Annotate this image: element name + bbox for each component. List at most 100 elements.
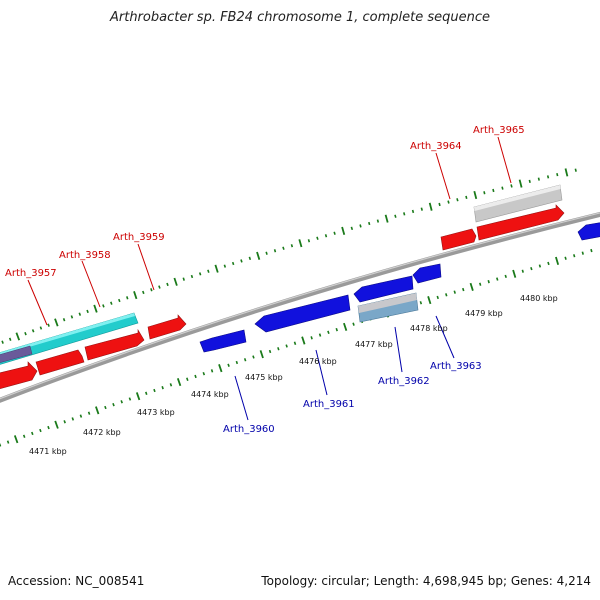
minor-tick — [248, 256, 252, 261]
gene-arrow-arth-3964[interactable] — [440, 228, 477, 251]
minor-tick — [510, 184, 513, 188]
minor-tick — [243, 358, 247, 362]
minor-tick — [265, 251, 268, 255]
minor-tick — [318, 333, 322, 337]
gene-arrow-arth-3958-b[interactable] — [84, 328, 145, 361]
minor-tick — [63, 420, 66, 424]
minor-tick — [564, 256, 567, 260]
gene-arrow-arth-3961[interactable] — [254, 294, 351, 333]
minor-tick — [456, 198, 459, 202]
gene-arrow-next[interactable] — [577, 222, 600, 241]
minor-tick — [327, 330, 330, 335]
gene-label-arth-3963[interactable]: Arth_3963 — [430, 361, 482, 372]
minor-tick — [462, 287, 465, 292]
minor-tick — [368, 221, 371, 226]
gene-arrow-arth-3957[interactable] — [0, 361, 38, 390]
minor-tick — [293, 341, 297, 345]
minor-tick — [528, 179, 531, 183]
minor-tick — [282, 246, 285, 250]
minor-tick — [537, 177, 540, 181]
gene-label-arth-3959[interactable]: Arth_3959 — [113, 232, 165, 243]
minor-tick — [182, 277, 185, 281]
gene-label-arth-3965[interactable]: Arth_3965 — [473, 125, 525, 136]
gene-arrow-arth-3960[interactable] — [199, 329, 247, 353]
minor-tick — [487, 279, 490, 284]
minor-tick — [316, 236, 319, 240]
tick-label: 4475 kbp — [245, 373, 283, 382]
major-tick — [256, 251, 261, 260]
minor-tick — [240, 259, 243, 263]
minor-tick — [285, 344, 288, 348]
major-tick — [564, 168, 569, 177]
gene-arrow-arth-3962[interactable] — [353, 275, 414, 303]
minor-tick — [359, 224, 362, 228]
minor-tick — [420, 207, 423, 211]
leader-arth-3957 — [27, 279, 48, 326]
grey-feature-highlight — [474, 185, 561, 211]
major-tick — [54, 318, 59, 327]
gene-arrow-arth-3958-a[interactable] — [35, 349, 85, 376]
major-tick — [176, 378, 182, 387]
leader-arth-3963 — [435, 315, 455, 359]
minor-tick — [445, 293, 448, 297]
minor-tick — [8, 337, 12, 341]
tick-label: 4477 kbp — [355, 340, 393, 349]
minor-tick — [102, 304, 105, 308]
major-tick — [135, 392, 141, 401]
minor-tick — [556, 173, 559, 177]
gene-label-arth-3958[interactable]: Arth_3958 — [59, 250, 111, 261]
accession-text: Accession: NC_008541 — [8, 574, 145, 588]
minor-tick — [79, 414, 83, 418]
minor-tick — [483, 191, 486, 195]
minor-tick — [62, 318, 66, 322]
reverse-strand-genes — [199, 222, 600, 353]
gene-label-arth-3957[interactable]: Arth_3957 — [5, 268, 57, 279]
gene-arrow-arth-3963[interactable] — [412, 263, 442, 284]
minor-tick — [31, 329, 35, 333]
minor-tick — [227, 363, 230, 367]
minor-tick — [501, 186, 504, 190]
minor-tick — [1, 340, 4, 344]
minor-tick — [436, 295, 439, 300]
minor-tick — [0, 443, 2, 447]
major-tick — [298, 239, 303, 248]
gene-arrow-arth-3965[interactable] — [476, 204, 565, 241]
major-tick — [512, 269, 517, 278]
gene-labels: Arth_3957 Arth_3958 Arth_3959 Arth_3964 … — [5, 125, 525, 435]
minor-tick — [142, 290, 145, 295]
minor-tick — [161, 386, 164, 390]
minor-tick — [277, 347, 280, 351]
minor-tick — [307, 239, 311, 243]
major-tick — [555, 256, 560, 265]
minor-tick — [31, 431, 34, 436]
minor-tick — [166, 282, 169, 287]
outer-tick-track — [1, 168, 577, 344]
minor-tick — [231, 261, 235, 266]
gene-label-arth-3960[interactable]: Arth_3960 — [223, 424, 275, 435]
grey-feature — [473, 184, 563, 223]
tick-label: 4474 kbp — [191, 390, 229, 399]
minor-tick — [39, 428, 42, 433]
minor-tick — [581, 251, 584, 255]
minor-tick — [547, 261, 550, 266]
gene-label-arth-3961[interactable]: Arth_3961 — [303, 399, 355, 410]
minor-tick — [47, 323, 50, 327]
gene-label-arth-3962[interactable]: Arth_3962 — [378, 376, 430, 387]
minor-tick — [145, 391, 148, 395]
leader-arth-3961 — [315, 349, 328, 396]
gene-label-arth-3964[interactable]: Arth_3964 — [410, 141, 462, 152]
tick-label: 4472 kbp — [83, 428, 121, 437]
cyan-feature-highlight — [0, 313, 135, 356]
minor-tick — [210, 369, 214, 373]
minor-tick — [538, 264, 542, 268]
minor-tick — [118, 298, 121, 303]
minor-tick — [590, 248, 593, 253]
minor-tick — [438, 202, 441, 207]
leader-arth-3960 — [234, 375, 249, 421]
major-tick — [93, 304, 98, 313]
map-title: Arthrobacter sp. FB24 chromosome 1, comp… — [109, 10, 491, 25]
gene-arrow-arth-3959[interactable] — [147, 314, 187, 340]
minor-tick — [24, 331, 27, 336]
tick-label: 4473 kbp — [137, 408, 175, 417]
minor-tick — [268, 349, 272, 354]
